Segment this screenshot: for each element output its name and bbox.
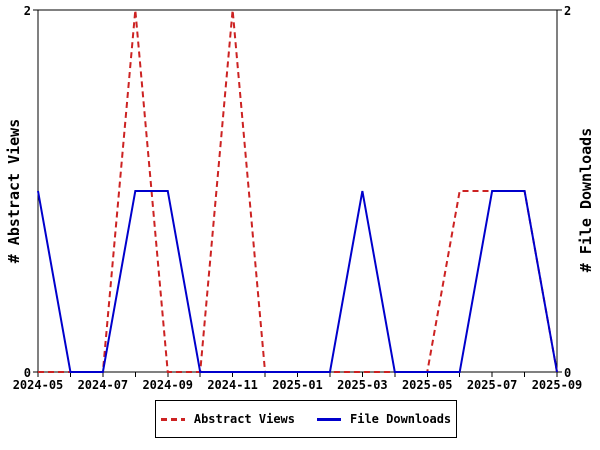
y-axis-title-left: # Abstract Views [5, 118, 23, 264]
y-axis-value-right: 0 [564, 366, 571, 380]
y-axis-value-left: 2 [24, 4, 31, 18]
y-axis-value-right: 2 [564, 4, 571, 18]
y-axis-value-left: 0 [24, 366, 31, 380]
legend-label-abstract-views: Abstract Views [193, 412, 295, 426]
legend: Abstract Views File Downloads [155, 400, 457, 438]
x-tick-label: 2024-05 [13, 378, 64, 392]
x-tick-label: 2025-05 [402, 378, 453, 392]
solid-line-sample [317, 417, 341, 421]
dashed-line-sample [160, 417, 185, 421]
series-line-file-downloads [37, 190, 558, 373]
legend-label-file-downloads: File Downloads [350, 412, 452, 426]
x-tick-label: 2025-07 [467, 378, 518, 392]
y-axis-title-right: # File Downloads [577, 127, 595, 273]
x-tick-label: 2025-03 [337, 378, 388, 392]
x-tick-label: 2024-11 [207, 378, 258, 392]
x-tick-label: 2025-09 [532, 378, 583, 392]
legend-item-abstract-views: Abstract Views [160, 412, 295, 426]
x-tick-label: 2025-01 [272, 378, 323, 392]
series-line-abstract-views [38, 9, 558, 373]
x-tick-label: 2024-09 [142, 378, 193, 392]
legend-item-file-downloads: File Downloads [317, 412, 451, 426]
x-tick-label: 2024-07 [78, 378, 129, 392]
plot-border [37, 9, 558, 373]
